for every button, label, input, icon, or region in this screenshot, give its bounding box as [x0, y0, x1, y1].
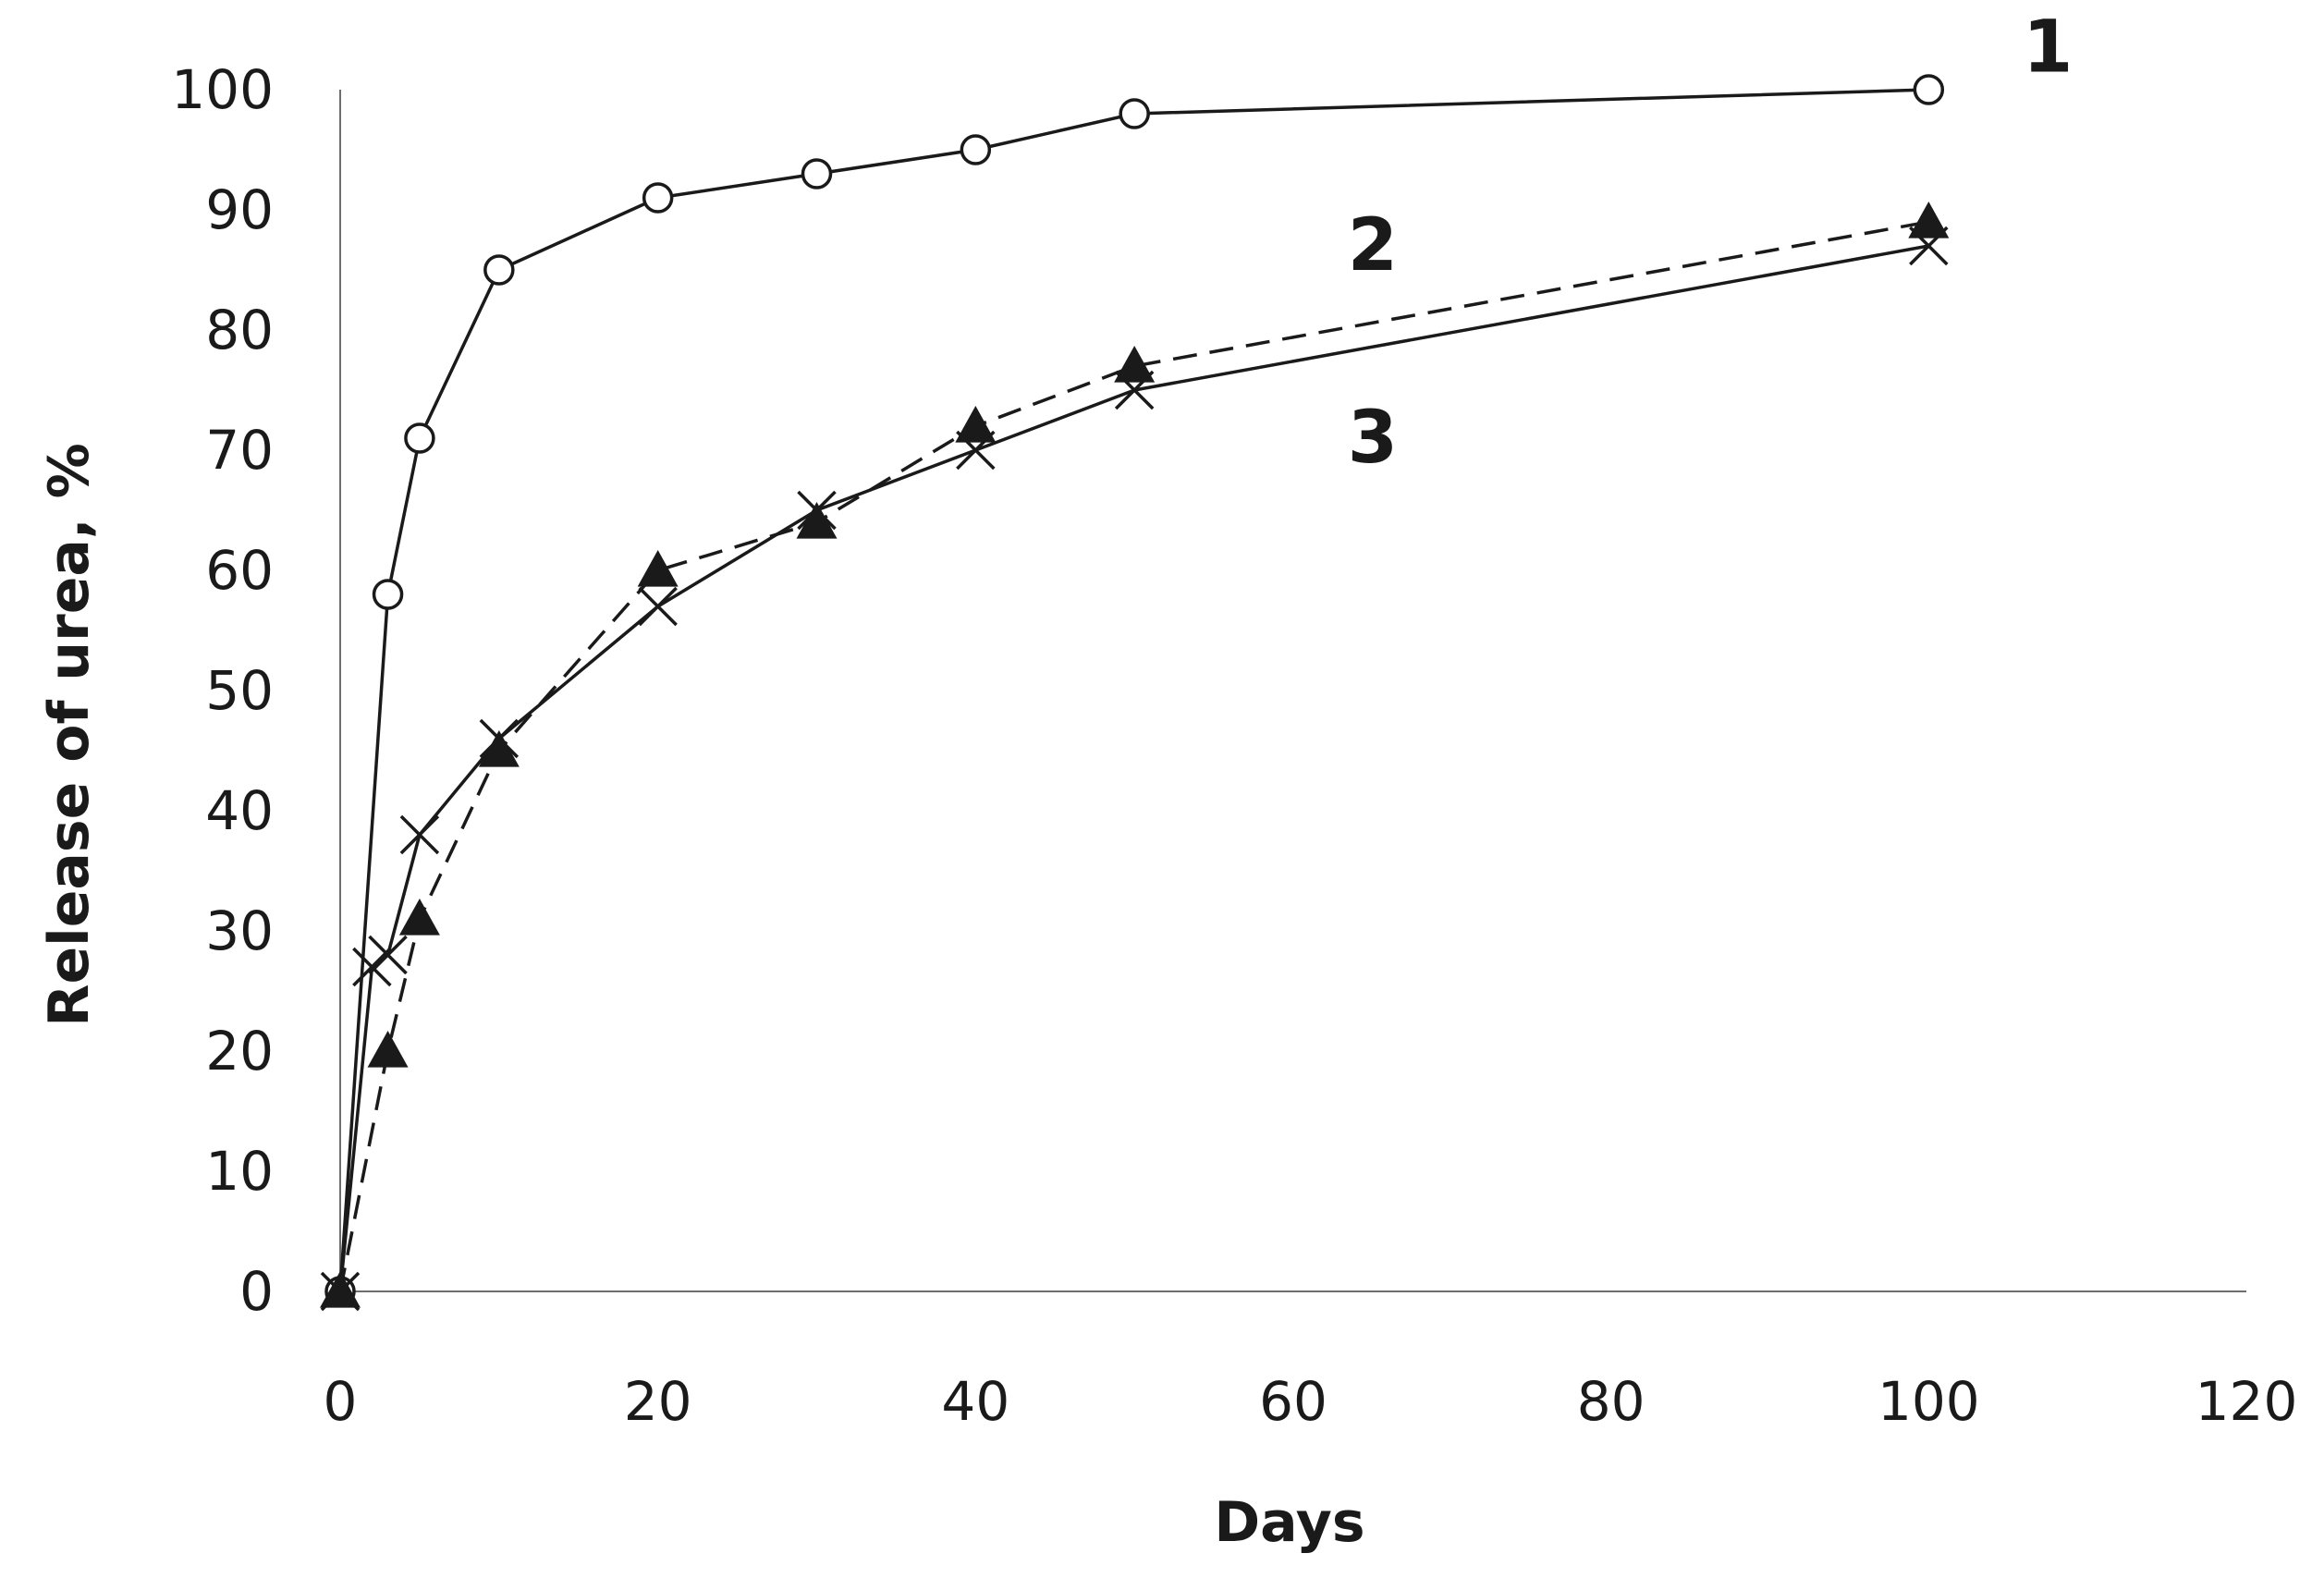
data-point	[478, 730, 520, 767]
data-point	[1913, 74, 1945, 105]
y-tick-label: 60	[205, 539, 274, 602]
axes	[339, 90, 2246, 1292]
data-point	[797, 490, 837, 531]
y-tick-label: 20	[205, 1020, 274, 1082]
series-line-1	[338, 88, 1929, 1292]
data-point	[368, 935, 408, 975]
series-labels: 1 2 3	[1348, 6, 2073, 481]
y-axis-title: Release of urea, %	[37, 443, 102, 1026]
data-point	[956, 430, 996, 471]
x-tick-label: 40	[941, 1370, 1009, 1433]
data-point	[801, 158, 833, 190]
series-label-1: 1	[2023, 6, 2073, 90]
data-point	[642, 182, 674, 214]
data-point	[638, 586, 678, 627]
y-tick-label: 0	[239, 1260, 274, 1323]
data-point	[367, 1031, 409, 1068]
data-point	[320, 1271, 361, 1312]
x-axis-title: Days	[1214, 1490, 1364, 1555]
series	[320, 74, 1950, 1312]
y-tick-label: 80	[205, 299, 274, 361]
y-tick-label: 30	[205, 899, 274, 962]
data-point	[352, 947, 392, 987]
data-point	[960, 134, 992, 165]
y-tick-label: 100	[171, 58, 274, 121]
series-line-2	[338, 220, 1929, 1292]
x-tick-label: 80	[1577, 1370, 1645, 1433]
series-3	[320, 226, 1949, 1312]
tick-labels: 0 20 40 60 80 100 120 0 10 20 30 40 50 60 70 80 90 100	[171, 58, 2297, 1433]
data-point	[1114, 370, 1155, 410]
data-point	[796, 502, 838, 539]
x-tick-label: 20	[624, 1370, 692, 1433]
data-point	[637, 550, 679, 587]
y-tick-label: 10	[205, 1140, 274, 1203]
y-tick-label: 70	[205, 419, 274, 482]
series-2	[320, 202, 1950, 1308]
data-point	[483, 254, 515, 286]
x-tick-label: 120	[2196, 1370, 2298, 1433]
data-point	[404, 422, 435, 454]
data-point	[399, 814, 440, 855]
series-line-3	[338, 244, 1929, 1292]
data-point	[1908, 202, 1950, 238]
y-tick-label: 90	[205, 178, 274, 241]
data-point	[372, 579, 404, 610]
series-label-2: 2	[1348, 204, 1398, 287]
y-tick-label: 50	[205, 659, 274, 722]
data-point	[955, 406, 997, 443]
data-point	[1114, 346, 1156, 383]
data-point	[398, 899, 440, 936]
series-1	[324, 74, 1945, 1307]
series-label-3: 3	[1348, 397, 1398, 480]
data-point	[1909, 226, 1949, 266]
y-tick-label: 40	[205, 779, 274, 842]
data-point	[479, 718, 520, 759]
x-tick-label: 0	[324, 1370, 358, 1433]
x-tick-label: 60	[1259, 1370, 1327, 1433]
data-point	[1119, 98, 1150, 129]
x-tick-label: 100	[1878, 1370, 1980, 1433]
